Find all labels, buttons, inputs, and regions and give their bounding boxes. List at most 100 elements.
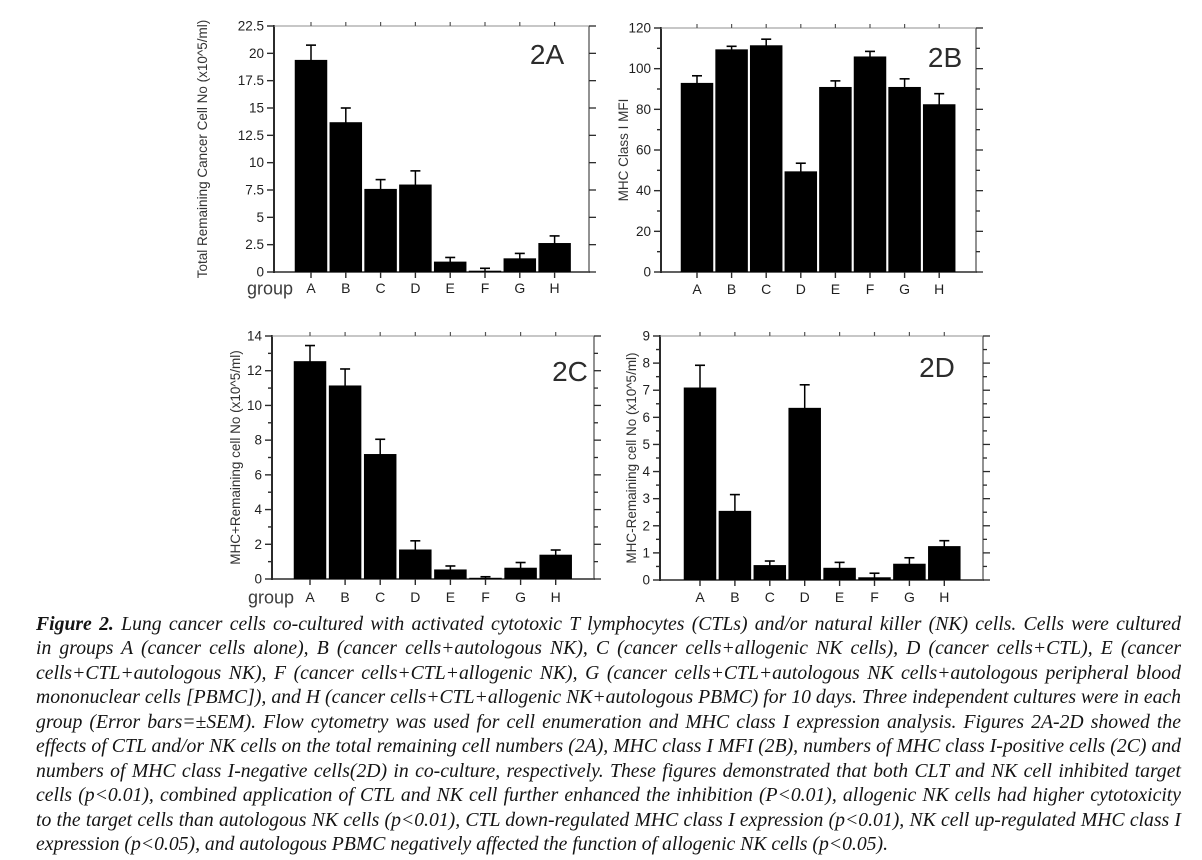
y-tick-label: 9 [642, 329, 650, 344]
y-tick-label: 8 [642, 356, 650, 371]
caption-line-6: effects of CTL and/or NK cells on the to… [36, 735, 1181, 757]
x-tick-label-E: E [446, 280, 455, 296]
chart-2D: 0 1 2 3 4 5 6 7 8 9 A B C D E F G H MHC-Remaining cell No … [624, 329, 990, 605]
bar-2B-F [853, 56, 887, 272]
bar-2A-D [399, 184, 432, 272]
x-tick-label-A: A [695, 589, 705, 605]
bar-2A-C [364, 188, 397, 272]
panel-label-2C: 2C [552, 356, 588, 387]
y-tick-label: 15 [249, 101, 264, 116]
bar-2C-D [399, 549, 432, 579]
bar-2B-H [922, 104, 956, 272]
x-tick-label-B: B [727, 281, 736, 297]
y-tick-label: 7 [642, 383, 650, 398]
x-tick-label-A: A [306, 280, 316, 296]
bar-2C-A [293, 361, 327, 579]
caption-line-5: group (Error bars=±SEM). Flow cytometry … [36, 710, 1181, 733]
y-tick-label: 5 [642, 437, 650, 452]
bar-2B-C [749, 45, 783, 273]
panel-label-2D: 2D [919, 352, 955, 383]
x-axis-title-2A: group [247, 279, 293, 299]
y-tick-label: 6 [642, 410, 650, 425]
bar-2A-H [538, 243, 571, 272]
y-tick-label: 7.5 [245, 183, 264, 198]
y-tick-label: 0 [642, 573, 650, 588]
x-tick-label-H: H [551, 589, 561, 605]
x-tick-label-B: B [340, 589, 349, 605]
y-tick-label: 2 [254, 537, 262, 552]
y-tick-label: 6 [254, 467, 262, 482]
y-axis-title-2B: MHC Class I MFI [616, 99, 631, 202]
y-tick-label: 0 [254, 572, 262, 587]
y-tick-label: 80 [636, 102, 651, 117]
x-tick-label-C: C [765, 589, 775, 605]
bar-2A-A [294, 59, 328, 272]
panel-label-2B: 2B [928, 42, 962, 73]
x-tick-label-B: B [341, 280, 350, 296]
y-tick-label: 12.5 [238, 128, 264, 143]
y-tick-label: 8 [254, 433, 262, 448]
x-tick-label-G: G [904, 589, 915, 605]
bar-2C-E [434, 569, 467, 579]
x-tick-label-A: A [305, 589, 315, 605]
y-tick-label: 120 [628, 21, 651, 36]
bar-2A-G [503, 258, 537, 272]
x-tick-label-A: A [692, 281, 702, 297]
x-tick-label-E: E [831, 281, 840, 297]
caption-line-8: cells (p<0.01), combined application of … [36, 784, 1181, 806]
y-tick-label: 14 [247, 329, 263, 344]
x-tick-label-H: H [939, 589, 949, 605]
bar-2C-G [504, 567, 537, 579]
x-tick-label-D: D [410, 280, 420, 296]
bar-2C-C [363, 454, 397, 579]
y-tick-label: 2.5 [245, 237, 264, 252]
x-tick-label-F: F [870, 589, 879, 605]
x-tick-label-E: E [835, 589, 844, 605]
bar-2B-G [888, 86, 921, 272]
y-tick-label: 10 [249, 155, 264, 170]
y-tick-label: 22.5 [238, 19, 264, 34]
y-tick-label: 17.5 [238, 73, 264, 88]
bar-2D-H [928, 546, 961, 580]
bar-2D-B [718, 510, 752, 580]
x-tick-label-H: H [934, 281, 944, 297]
x-tick-label-H: H [550, 280, 560, 296]
x-tick-label-D: D [410, 589, 420, 605]
y-tick-label: 0 [256, 265, 264, 280]
bar-2A-E [433, 261, 467, 272]
bar-2D-G [893, 563, 926, 580]
bar-2C-B [328, 385, 362, 579]
caption-line-7: numbers of MHC class I-negative cells(2D… [36, 759, 1181, 782]
y-axis-title-2C: MHC+Remaining cell No (x10^5/ml) [228, 350, 243, 565]
y-tick-label: 0 [643, 265, 651, 280]
x-tick-label-G: G [514, 280, 525, 296]
y-tick-label: 20 [249, 46, 264, 61]
bar-2B-A [680, 82, 714, 273]
y-tick-label: 4 [254, 502, 262, 517]
x-tick-label-F: F [481, 589, 490, 605]
y-tick-label: 3 [642, 491, 650, 506]
y-tick-label: 2 [642, 518, 650, 533]
y-tick-label: 5 [256, 210, 264, 225]
y-tick-label: 20 [636, 224, 651, 239]
x-tick-label-B: B [730, 589, 739, 605]
chart-2B: 0 20 40 60 80 100 120 A B C D E F G H MHC Class I MFI 2B [616, 21, 983, 297]
x-axis-title-2C: group [248, 588, 294, 608]
bar-2D-C [753, 565, 787, 580]
bar-2D-E [823, 567, 856, 580]
y-tick-label: 4 [642, 464, 650, 479]
bar-2B-D [784, 171, 818, 272]
x-tick-label-F: F [481, 280, 490, 296]
y-tick-label: 100 [628, 61, 651, 76]
caption-line-10: expression (p<0.05), and autologous PBMC… [36, 833, 889, 855]
caption-line-3: cells+CTL+autologous NK), F (cancer cell… [36, 661, 1181, 684]
x-tick-label-D: D [796, 281, 806, 297]
caption-line-1: Figure 2. Lung cancer cells co-cultured … [36, 612, 1181, 635]
bar-2A-B [329, 122, 363, 272]
figure-caption: Figure 2. Lung cancer cells co-cultured … [36, 612, 1181, 857]
y-tick-label: 10 [247, 398, 262, 413]
x-tick-label-C: C [761, 281, 771, 297]
bar-2D-D [788, 407, 821, 580]
